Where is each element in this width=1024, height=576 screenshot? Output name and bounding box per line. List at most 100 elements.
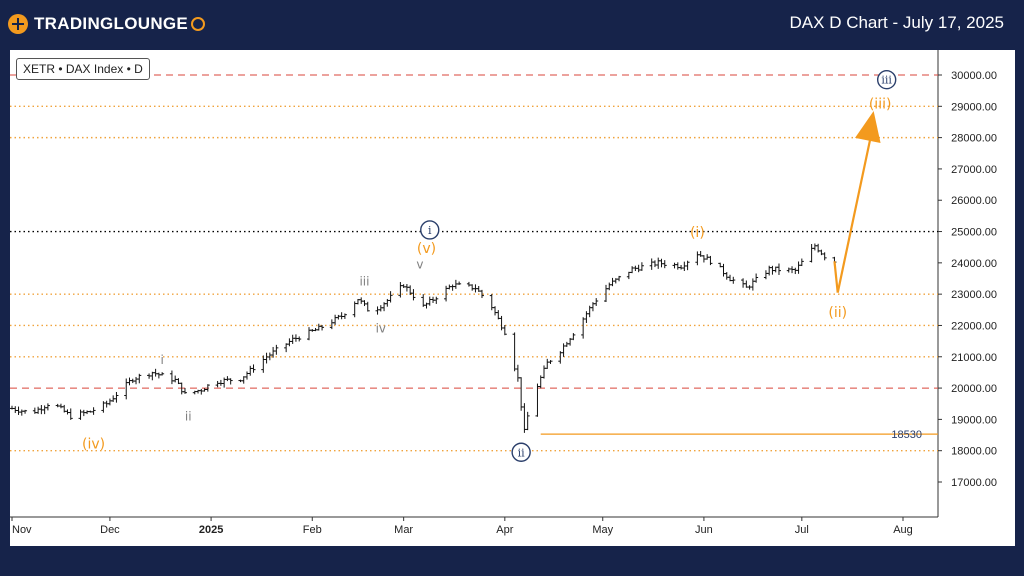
ohlc-bar — [610, 277, 615, 287]
ohlc-bar — [434, 296, 439, 304]
price-chart[interactable]: 30000.00 29000.00 28000.00 27000.00 26000.00… — [10, 50, 1015, 546]
wave-label: (iii) — [869, 97, 892, 113]
wave-label: (ii) — [828, 305, 847, 321]
ohlc-bar — [287, 338, 292, 347]
ohlc-bar — [85, 410, 90, 415]
ohlc-bar — [65, 409, 70, 415]
y-tick-label: 20000.00 — [951, 383, 997, 395]
y-tick-label: 22000.00 — [951, 320, 997, 332]
ohlc-bar — [42, 405, 47, 415]
ohlc-bar — [320, 324, 325, 331]
ohlc-bar — [307, 327, 311, 341]
ohlc-bar — [545, 358, 550, 369]
ohlc-bar — [45, 403, 50, 411]
wave-label-text: iii — [881, 74, 892, 87]
y-tick-label: 18000.00 — [951, 446, 997, 458]
ohlc-bar — [13, 406, 18, 414]
ohlc-bar — [708, 255, 713, 266]
ohlc-bar — [581, 317, 586, 339]
ohlc-bar — [411, 289, 416, 301]
ohlc-bar — [244, 371, 249, 380]
ohlc-bar — [156, 372, 161, 379]
ohlc-bar — [466, 281, 471, 287]
ohlc-bar — [23, 409, 28, 414]
ohlc-bar — [362, 300, 367, 307]
x-tick-label: Dec — [100, 524, 120, 536]
ohlc-bar — [329, 319, 334, 330]
ohlc-bar — [786, 267, 791, 273]
wave-label: (iv) — [82, 436, 105, 452]
ohlc-bar — [215, 380, 220, 388]
ohlc-bar — [78, 409, 83, 420]
header-bar: TRADINGLOUNGE DAX D Chart - July 17, 202… — [0, 0, 1024, 48]
ohlc-bar — [450, 284, 455, 291]
wave-label: iii — [359, 275, 369, 289]
ohlc-bar — [548, 360, 553, 364]
ohlc-bar — [470, 284, 475, 291]
ohlc-bar — [672, 262, 677, 269]
ohlc-bar — [398, 282, 403, 298]
ohlc-bar — [822, 252, 827, 261]
ohlc-bar — [662, 260, 667, 269]
ohlc-bar — [649, 258, 654, 270]
ohlc-bar — [750, 278, 755, 291]
y-tick-label: 17000.00 — [951, 477, 997, 489]
ohlc-bar — [604, 284, 608, 303]
logo-text: TRADINGLOUNGE — [34, 14, 189, 33]
ohlc-bar — [401, 284, 406, 288]
wave-label-circled: ii — [511, 442, 531, 462]
ohlc-bar — [124, 378, 129, 400]
ohlc-bar — [36, 406, 41, 414]
wave-label: iv — [376, 322, 386, 336]
ohlc-bar — [639, 262, 644, 271]
y-tick-label: 21000.00 — [951, 352, 997, 364]
ohlc-bar — [457, 281, 462, 285]
ohlc-bar — [333, 314, 338, 325]
ohlc-bar — [561, 343, 566, 357]
ohlc-bar — [199, 388, 204, 395]
ohlc-bar — [512, 332, 517, 372]
ohlc-bar — [137, 373, 142, 384]
ohlc-bar — [153, 368, 158, 377]
projection-line-up — [836, 122, 875, 293]
x-tick-label: Feb — [303, 524, 322, 536]
ohlc-bar — [375, 306, 380, 315]
ohlc-bar — [679, 264, 684, 270]
ohlc-bar — [342, 313, 347, 319]
ohlc-bar — [763, 270, 768, 280]
ohlc-bar — [182, 387, 187, 394]
ohlc-bar — [427, 296, 432, 306]
support-line-label: 18530 — [891, 429, 922, 441]
x-tick-label: Jul — [795, 524, 809, 536]
ohlc-bar — [365, 301, 370, 312]
x-tick-label: Apr — [496, 524, 513, 536]
ohlc-bar — [91, 407, 96, 415]
ohlc-bar — [134, 376, 139, 385]
ohlc-bar — [675, 262, 680, 270]
ohlc-bar — [721, 263, 726, 277]
ohlc-bar — [169, 370, 174, 385]
ohlc-bar — [594, 298, 599, 306]
ohlc-bar — [297, 336, 302, 342]
projection-line-down — [833, 261, 839, 293]
ohlc-bar — [541, 365, 546, 379]
wave-label: (v) — [417, 241, 436, 257]
ohlc-bar — [290, 334, 295, 344]
ohlc-bar — [799, 258, 804, 267]
wave-label: v — [416, 257, 423, 271]
ohlc-bar — [515, 364, 520, 382]
wave-label-text: ii — [518, 446, 526, 459]
ohlc-bar — [793, 267, 798, 275]
ohlc-bar — [525, 411, 530, 431]
wave-label-circle — [420, 220, 440, 240]
ohlc-bar — [685, 260, 690, 271]
ohlc-bar — [388, 291, 393, 303]
ohlc-bar — [502, 325, 507, 336]
logo-ring-icon — [191, 17, 206, 31]
price-bars — [10, 243, 837, 433]
chart-panel[interactable]: 30000.00 29000.00 28000.00 27000.00 26000.00… — [10, 50, 1015, 546]
ohlc-bar — [58, 403, 63, 409]
ohlc-bar — [584, 311, 589, 323]
ohlc-bar — [68, 408, 73, 420]
ohlc-bar — [630, 266, 635, 274]
